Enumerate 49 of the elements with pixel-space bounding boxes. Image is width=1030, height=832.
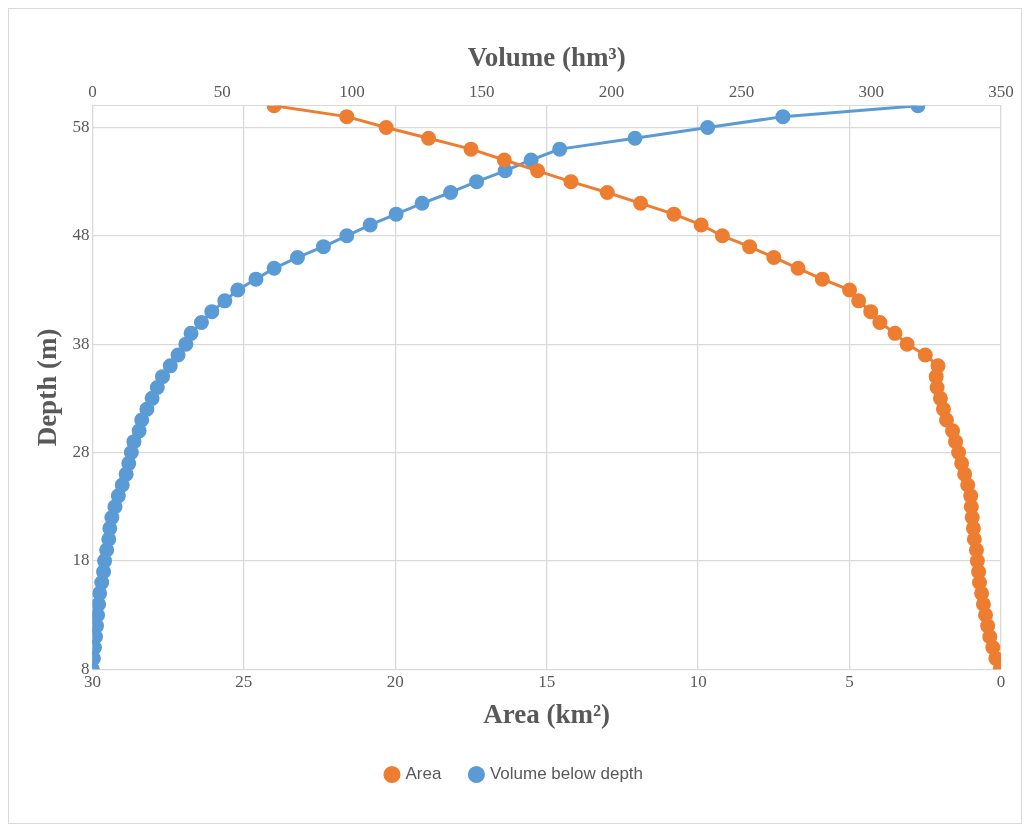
legend-label: Volume below depth — [489, 764, 644, 784]
x2-tick-label: 100 — [339, 82, 365, 102]
x2-tick-label: 300 — [858, 82, 884, 102]
point — [863, 304, 879, 320]
point — [932, 390, 948, 406]
y-tick-label: 58 — [72, 116, 90, 136]
point — [766, 249, 782, 265]
x2-tick-label: 200 — [598, 82, 625, 102]
y-tick-label: 38 — [72, 333, 90, 353]
x-tick-label: 10 — [689, 671, 707, 691]
point — [872, 314, 888, 330]
point — [938, 412, 954, 428]
point — [563, 174, 579, 190]
point — [842, 282, 858, 298]
point — [693, 217, 709, 233]
x2-tick-label: 50 — [213, 82, 231, 102]
point — [421, 130, 437, 146]
point — [666, 206, 682, 222]
x-tick-label: 5 — [845, 671, 854, 691]
y-tick-label: 48 — [72, 225, 90, 245]
x2-tick-label: 0 — [88, 82, 97, 102]
x2-tick-label: 250 — [728, 82, 755, 102]
legend-label: Area — [405, 764, 442, 784]
x2-axis-title: Volume (hm³) — [467, 42, 626, 73]
x-tick-label: 20 — [386, 671, 404, 691]
x-axis-title: Area (km²) — [483, 698, 611, 729]
y-tick-label: 28 — [72, 441, 90, 461]
x2-tick-label: 150 — [469, 82, 495, 102]
x2-tick-label: 350 — [988, 82, 1014, 102]
y-axis-title: Depth (m) — [32, 328, 63, 447]
x-tick-label: 0 — [996, 671, 1006, 691]
point — [790, 260, 806, 276]
point — [917, 347, 933, 363]
point — [496, 152, 512, 168]
point — [530, 163, 546, 179]
point — [339, 109, 355, 125]
point — [599, 184, 615, 200]
point — [463, 141, 479, 157]
x-tick-label: 25 — [235, 671, 253, 691]
point — [851, 293, 867, 309]
point — [887, 325, 903, 341]
point — [742, 239, 758, 255]
point — [378, 119, 394, 135]
point — [714, 228, 730, 244]
x-tick-label: 15 — [538, 671, 556, 691]
y-tick-label: 18 — [72, 550, 90, 570]
point — [899, 336, 915, 352]
point — [633, 195, 649, 211]
point — [814, 271, 830, 287]
